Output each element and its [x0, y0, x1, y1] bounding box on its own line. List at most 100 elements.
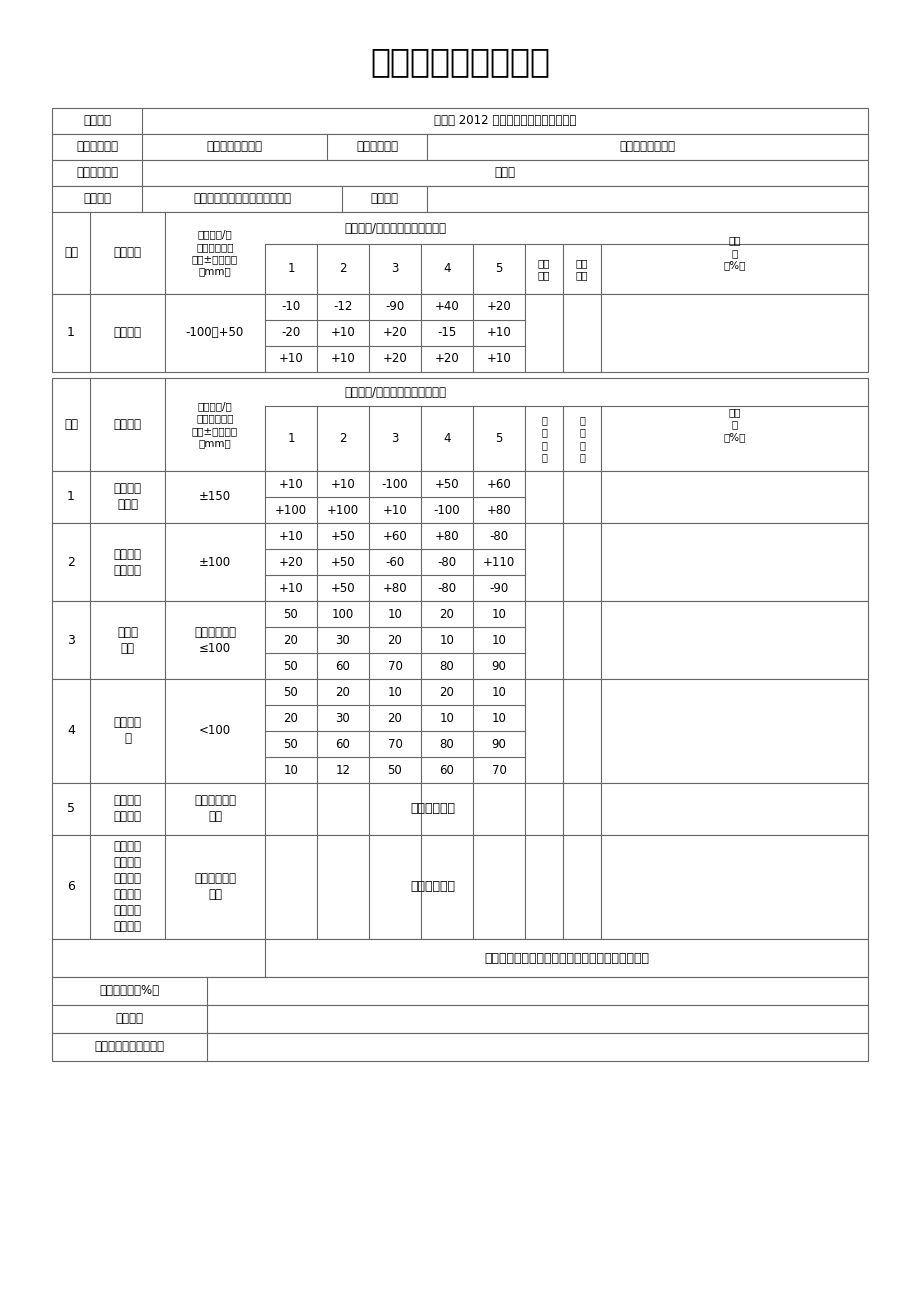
Text: +40: +40	[434, 301, 459, 314]
Bar	[52, 835, 867, 939]
Text: -15: -15	[437, 327, 456, 340]
Text: 沟底标高: 沟底标高	[113, 327, 142, 340]
Text: 变坡点位
移: 变坡点位 移	[113, 716, 142, 746]
Text: 监理（建设）单位意见: 监理（建设）单位意见	[95, 1040, 165, 1053]
Text: 沟底宽度
允许偏差: 沟底宽度 允许偏差	[113, 548, 142, 577]
Text: 沟底标高达到要求，管沟中心及沟底宽度符合要求: 沟底标高达到要求，管沟中心及沟底宽度符合要求	[483, 952, 648, 965]
Text: ±150: ±150	[199, 491, 231, 504]
Text: 1: 1	[67, 491, 74, 504]
Text: +100: +100	[326, 504, 358, 517]
Text: 应
测
点
数: 应 测 点 数	[540, 415, 546, 462]
Text: 是否符合设计
要求: 是否符合设计 要求	[194, 872, 236, 901]
Text: +50: +50	[330, 582, 355, 595]
Text: 90: 90	[491, 660, 505, 673]
Text: +20: +20	[278, 556, 303, 569]
Text: 80: 80	[439, 660, 454, 673]
Text: 4: 4	[67, 724, 74, 737]
Text: -90: -90	[489, 582, 508, 595]
Bar	[52, 186, 867, 212]
Text: -100～+50: -100～+50	[186, 327, 244, 340]
Text: 60: 60	[335, 660, 350, 673]
Bar	[52, 212, 867, 294]
Text: 3: 3	[67, 634, 74, 647]
Text: 合格
率
（%）: 合格 率 （%）	[722, 236, 745, 271]
Text: 50: 50	[387, 763, 402, 776]
Text: +10: +10	[278, 530, 303, 543]
Text: -100: -100	[433, 504, 460, 517]
Text: 4: 4	[443, 432, 450, 445]
Text: -12: -12	[333, 301, 352, 314]
Bar	[52, 1005, 867, 1032]
Text: +60: +60	[382, 530, 407, 543]
Text: 2: 2	[339, 432, 346, 445]
Text: 检验依据/允
许偏差（规定
值或±偏差值）
（mm）: 检验依据/允 许偏差（规定 值或±偏差值） （mm）	[192, 229, 238, 276]
Text: 检验结论: 检验结论	[116, 1013, 143, 1026]
Text: 30: 30	[335, 711, 350, 724]
Text: 检验批质量检验记录: 检验批质量检验记录	[369, 46, 550, 78]
Text: 单位工程名称: 单位工程名称	[76, 141, 118, 154]
Text: 10: 10	[387, 685, 402, 698]
Text: -20: -20	[281, 327, 301, 340]
Bar	[52, 294, 867, 372]
Text: +10: +10	[382, 504, 407, 517]
Text: 挖管沟: 挖管沟	[494, 167, 515, 180]
Text: 合格
率
（%）: 合格 率 （%）	[722, 408, 745, 441]
Text: 50: 50	[283, 660, 298, 673]
Bar	[52, 134, 867, 160]
Text: <100: <100	[199, 724, 231, 737]
Text: +10: +10	[278, 582, 303, 595]
Bar	[52, 939, 867, 976]
Text: 永善县 2012 年保障性住房小区绿化工程: 永善县 2012 年保障性住房小区绿化工程	[434, 115, 575, 128]
Text: 小区绿化水电工程: 小区绿化水电工程	[206, 141, 262, 154]
Text: +80: +80	[434, 530, 459, 543]
Text: 小区绿化水电工程: 小区绿化水电工程	[618, 141, 675, 154]
Text: 序号: 序号	[64, 246, 78, 259]
Text: +20: +20	[382, 353, 407, 366]
Text: 10: 10	[283, 763, 298, 776]
Text: 80: 80	[439, 737, 454, 750]
Text: 70: 70	[387, 737, 402, 750]
Text: 10: 10	[491, 634, 505, 647]
Text: +50: +50	[434, 478, 459, 491]
Text: 符合设计要求: 符合设计要求	[410, 880, 455, 893]
Bar	[52, 783, 867, 835]
Text: +10: +10	[278, 478, 303, 491]
Text: 检查结果/实测点偏差值或实测值: 检查结果/实测点偏差值或实测值	[344, 221, 446, 234]
Text: 合
格
点
数: 合 格 点 数	[578, 415, 584, 462]
Text: 2: 2	[339, 263, 346, 276]
Text: 10: 10	[439, 711, 454, 724]
Text: 检验依据/允
许偏差（规定
值或±偏差值）
（mm）: 检验依据/允 许偏差（规定 值或±偏差值） （mm）	[192, 401, 238, 448]
Text: +10: +10	[330, 478, 355, 491]
Text: 50: 50	[283, 608, 298, 621]
Text: 项目经理: 项目经理	[370, 193, 398, 206]
Text: 6: 6	[67, 880, 74, 893]
Text: 20: 20	[387, 634, 402, 647]
Text: 70: 70	[491, 763, 505, 776]
Text: 序号: 序号	[64, 418, 78, 431]
Text: 工程名称: 工程名称	[83, 115, 111, 128]
Text: 5: 5	[67, 802, 75, 815]
Text: +10: +10	[330, 353, 355, 366]
Text: 一般项目: 一般项目	[113, 418, 142, 431]
Text: 平均合格率（%）: 平均合格率（%）	[99, 984, 159, 997]
Text: +10: +10	[278, 353, 303, 366]
Text: +50: +50	[330, 556, 355, 569]
Text: 5: 5	[494, 263, 502, 276]
Text: 相邻两点高差
≤100: 相邻两点高差 ≤100	[194, 625, 236, 655]
Text: 1: 1	[287, 263, 294, 276]
Text: +20: +20	[434, 353, 459, 366]
Text: 70: 70	[387, 660, 402, 673]
Text: +110: +110	[482, 556, 515, 569]
Text: +10: +10	[486, 353, 511, 366]
Text: 沟底平
整度: 沟底平 整度	[117, 625, 138, 655]
Text: +10: +10	[486, 327, 511, 340]
Text: -10: -10	[281, 301, 301, 314]
Text: 50: 50	[283, 685, 298, 698]
Text: 90: 90	[491, 737, 505, 750]
Text: 20: 20	[335, 685, 350, 698]
Text: 30: 30	[335, 634, 350, 647]
Text: 4: 4	[443, 263, 450, 276]
Text: 3: 3	[391, 432, 398, 445]
Text: +20: +20	[486, 301, 511, 314]
Text: +100: +100	[275, 504, 307, 517]
